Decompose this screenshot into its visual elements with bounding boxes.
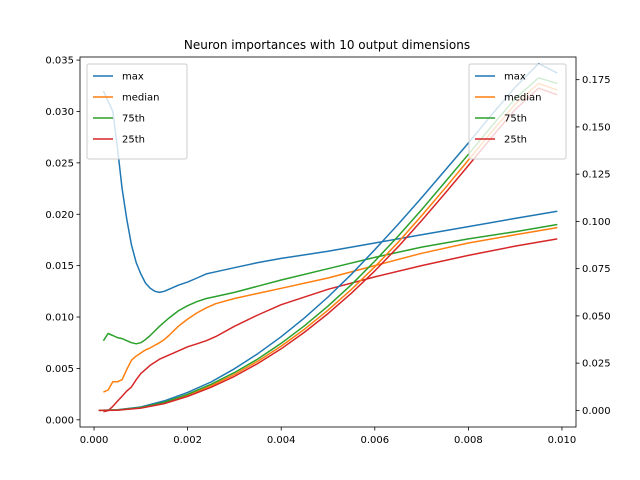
- y-right-tick-label: 0.175: [582, 75, 611, 86]
- y-right-tick-label: 0.100: [582, 217, 611, 228]
- y-right-tick-label: 0.125: [582, 170, 611, 181]
- chart-title: Neuron importances with 10 output dimens…: [184, 38, 470, 52]
- y-axis-right: 0.000 0.025 0.050 0.075 0.100 0.125 0.150 0.175: [576, 75, 611, 417]
- y-right-tick-label: 0.150: [582, 122, 611, 133]
- legend-label: 25th: [504, 135, 527, 146]
- x-tick-label: 0.002: [173, 435, 202, 446]
- series-line-left-25th: [103, 238, 558, 413]
- x-tick-label: 0.006: [360, 435, 389, 446]
- y-right-tick-label: 0.075: [582, 264, 611, 275]
- legend-label: median: [122, 93, 160, 104]
- x-tick-label: 0.000: [80, 435, 109, 446]
- axes-frame: [79, 56, 577, 428]
- x-tick-label: 0.010: [548, 435, 577, 446]
- series-line-left-median: [103, 226, 558, 393]
- legend-box: [468, 63, 567, 160]
- y-left-tick-label: 0.030: [45, 107, 74, 118]
- y-right-tick-label: 0.000: [582, 406, 611, 417]
- y-left-tick-label: 0.025: [45, 158, 74, 169]
- y-left-tick-label: 0.015: [45, 261, 74, 272]
- legend-label: 75th: [122, 114, 145, 125]
- legend-label: max: [504, 72, 526, 83]
- y-left-tick-label: 0.010: [45, 313, 74, 324]
- y-axis-left: 0.000 0.005 0.010 0.015 0.020 0.025 0.030 0.035: [45, 56, 80, 426]
- y-right-tick-label: 0.050: [582, 311, 611, 322]
- plot-area: [79, 56, 577, 428]
- series-line-left-75th: [102, 223, 558, 345]
- x-axis: 0.000 0.002 0.004 0.006 0.008 0.010: [80, 427, 577, 446]
- x-tick-label: 0.004: [267, 435, 296, 446]
- y-left-tick-label: 0.005: [45, 364, 74, 375]
- y-left-tick-label: 0.020: [45, 210, 74, 221]
- y-right-tick-label: 0.025: [582, 359, 611, 370]
- y-left-tick-label: 0.035: [45, 56, 74, 67]
- legend-label: max: [122, 72, 144, 83]
- legends: max median 75th 25th max median 75th 25th: [86, 63, 567, 160]
- legend-label: median: [504, 93, 542, 104]
- x-tick-label: 0.008: [454, 435, 483, 446]
- y-left-tick-label: 0.000: [45, 415, 74, 426]
- legend-box: [86, 63, 188, 160]
- legend-label: 25th: [122, 135, 145, 146]
- legend-label: 75th: [504, 114, 527, 125]
- legend-left: max median 75th 25th: [86, 63, 188, 160]
- series-line-left-max: [102, 90, 558, 294]
- legend-right: max median 75th 25th: [468, 63, 567, 160]
